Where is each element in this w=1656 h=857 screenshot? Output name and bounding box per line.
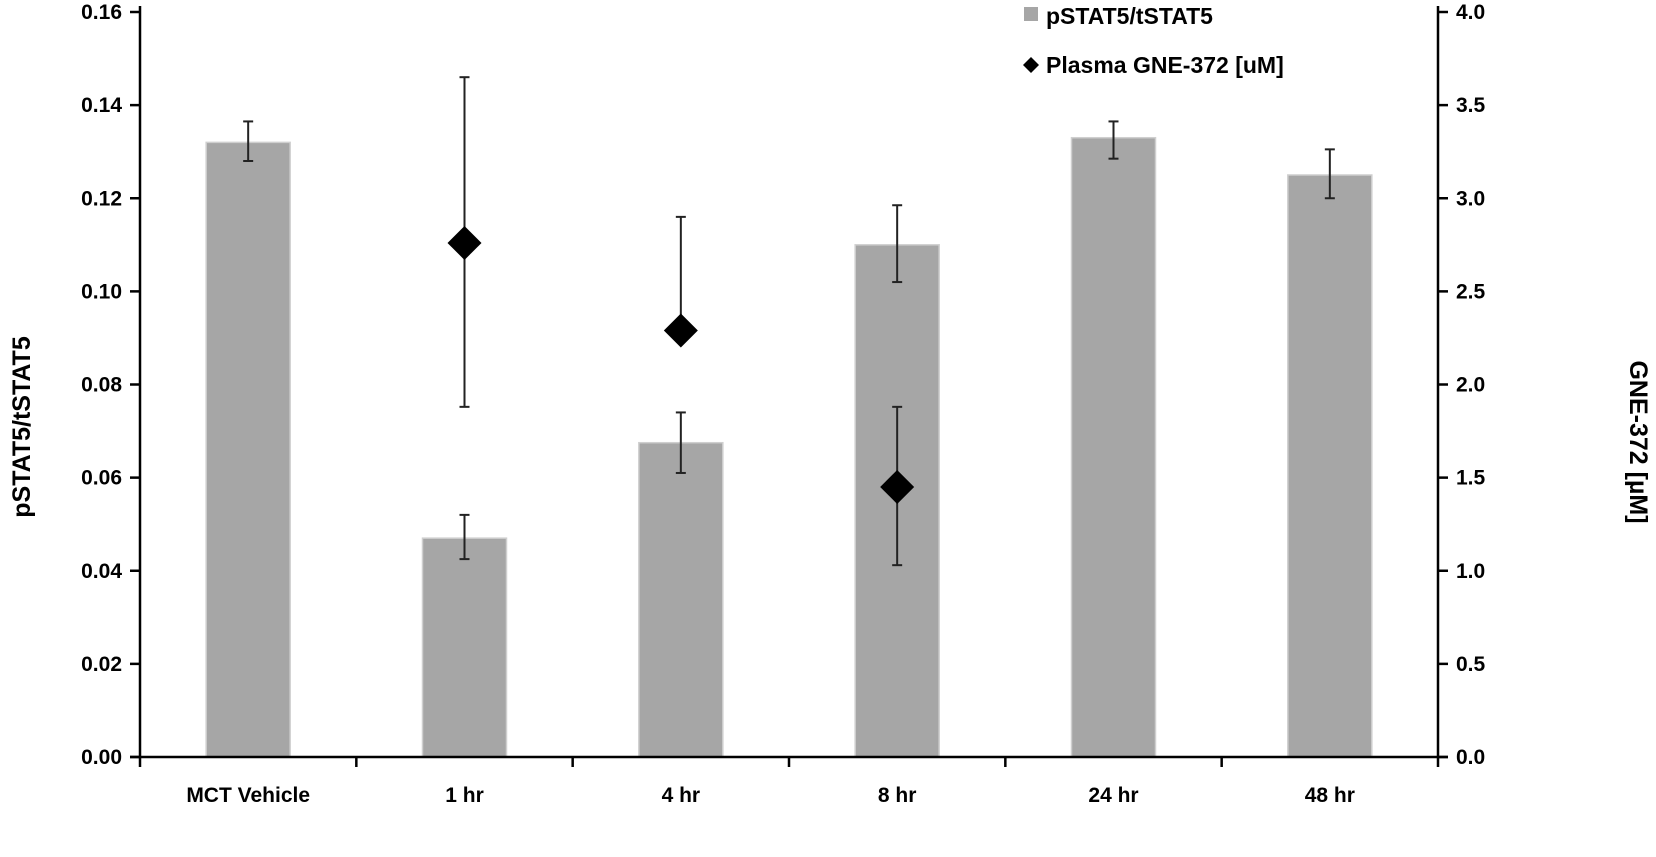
bar (421, 537, 508, 758)
y-tick-label: 0.08 (81, 374, 122, 397)
bar (1287, 174, 1373, 758)
y-tick-label: 0.00 (81, 746, 122, 769)
plasma-diamond-marker (447, 225, 482, 260)
errors-layer (243, 76, 1335, 567)
y-tick-label: 0.06 (81, 467, 122, 490)
y2-tick-label: 0.5 (1456, 653, 1486, 676)
y-tick-label: 0.04 (81, 560, 122, 583)
y-tick-label: 0.16 (81, 1, 122, 24)
y2-tick-label: 1.0 (1456, 560, 1485, 583)
plasma-diamond-marker (663, 313, 698, 348)
y2-tick-label: 4.0 (1456, 1, 1485, 24)
y2-tick-label: 2.5 (1456, 280, 1486, 303)
legend-label-scatter: Plasma GNE-372 [uM] (1046, 52, 1284, 78)
legend: pSTAT5/tSTAT5 Plasma GNE-372 [uM] (1023, 3, 1284, 78)
y2-tick-label: 3.5 (1456, 94, 1486, 117)
bars-layer (205, 136, 1373, 758)
y-axis-title: pSTAT5/tSTAT5 (8, 336, 36, 518)
y-tick-label: 0.10 (81, 280, 122, 303)
plasma-diamond-marker (880, 469, 915, 504)
y2-axis-title: GNE-372 [µM] (1624, 360, 1652, 523)
x-tick-label: 1 hr (445, 784, 484, 807)
legend-swatch-bar (1024, 7, 1038, 21)
bar (638, 441, 724, 758)
ticks-layer: 0.00 0.02 0.04 0.06 0.08 0.10 0.12 0.14 0.16 0.0 0… (81, 1, 1485, 807)
x-tick-label: 24 hr (1088, 784, 1138, 807)
y2-tick-label: 3.0 (1456, 187, 1485, 210)
x-tick-label: MCT Vehicle (186, 784, 310, 807)
axes-layer (130, 6, 1448, 767)
points-layer (447, 225, 915, 504)
x-tick-label: 48 hr (1305, 784, 1355, 807)
bar (205, 141, 291, 758)
legend-marker-diamond (1023, 57, 1039, 73)
y-tick-label: 0.12 (81, 187, 122, 210)
y-tick-label: 0.14 (81, 94, 122, 117)
legend-label-bar: pSTAT5/tSTAT5 (1046, 3, 1213, 29)
y-tick-label: 0.02 (81, 653, 122, 676)
y2-tick-label: 2.0 (1456, 374, 1485, 397)
bar (1070, 136, 1157, 758)
x-tick-label: 8 hr (878, 784, 917, 807)
y2-tick-label: 1.5 (1456, 467, 1486, 490)
y2-tick-label: 0.0 (1456, 746, 1485, 769)
x-tick-label: 4 hr (662, 784, 701, 807)
